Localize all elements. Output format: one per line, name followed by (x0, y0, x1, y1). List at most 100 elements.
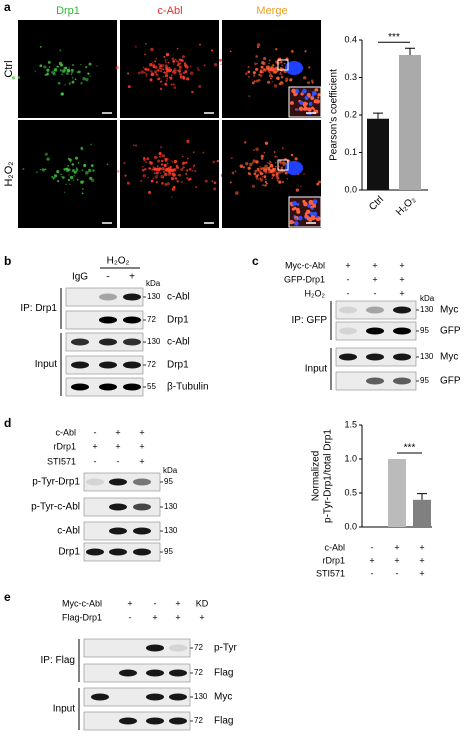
signal (229, 50, 232, 53)
signal (154, 65, 158, 69)
signal (65, 183, 67, 186)
lane-label: + (129, 272, 135, 283)
signal (172, 60, 176, 63)
signal (213, 181, 217, 185)
signal (184, 70, 188, 74)
signal (60, 173, 62, 176)
signal (239, 164, 244, 168)
y-tick-label: 0.3 (344, 72, 357, 82)
condition-label: c-Abl (324, 542, 345, 552)
signal (74, 156, 79, 160)
band (169, 644, 187, 652)
signal (67, 69, 70, 72)
band (133, 503, 151, 511)
signal (151, 61, 154, 63)
signal (260, 157, 264, 160)
condition-value: + (399, 260, 404, 270)
signal (68, 67, 70, 69)
signal (80, 63, 82, 66)
signal (253, 172, 257, 176)
size-marker: 130 (420, 305, 434, 314)
signal (185, 65, 189, 69)
signal (48, 66, 51, 68)
signal (253, 149, 255, 151)
y-tick-label: 0.0 (344, 184, 357, 194)
signal (291, 49, 294, 53)
signal (173, 185, 176, 189)
signal (304, 214, 308, 219)
signal (265, 67, 269, 71)
signal (169, 169, 173, 172)
signal (173, 86, 177, 89)
signal (247, 70, 251, 74)
signal (150, 47, 154, 52)
signal (289, 219, 294, 225)
condition-value: - (347, 288, 350, 298)
signal (294, 88, 299, 94)
signal (308, 66, 311, 69)
signal (213, 62, 218, 67)
signal (53, 68, 57, 72)
signal (67, 178, 70, 182)
signal (204, 179, 208, 183)
signal (235, 191, 239, 195)
lane-label: IgG (72, 272, 88, 283)
signal (273, 70, 276, 73)
signal (135, 144, 138, 147)
panel-letter: b (4, 254, 11, 268)
signal (270, 66, 272, 69)
signal (313, 205, 317, 208)
signal (264, 170, 268, 174)
signal (244, 72, 248, 75)
signal (294, 157, 298, 161)
size-marker: 130 (147, 292, 161, 301)
signal (254, 169, 258, 173)
band (86, 478, 104, 486)
signal (57, 81, 61, 85)
signal (154, 60, 157, 63)
signal (156, 165, 159, 167)
signal (317, 96, 320, 99)
signal (286, 80, 288, 82)
signal (275, 68, 278, 71)
signal (150, 73, 154, 77)
signal (271, 68, 275, 72)
signal (307, 107, 312, 112)
signal (162, 68, 165, 71)
condition-value: - (371, 542, 374, 552)
condition-value: + (369, 555, 374, 565)
kda-label: kDa (146, 279, 161, 288)
signal (67, 165, 69, 167)
signal (69, 175, 74, 180)
signal (313, 99, 318, 104)
y-tick-label: 1.0 (344, 453, 357, 463)
signal (175, 60, 179, 63)
signal (170, 176, 175, 181)
band (146, 693, 164, 701)
blot-label: Drp1 (167, 315, 189, 326)
signal (170, 76, 173, 79)
signal (147, 68, 150, 71)
panel-letter: e (4, 590, 11, 604)
signal (300, 92, 304, 96)
signal (181, 162, 185, 165)
signal (46, 73, 49, 76)
signal (186, 77, 190, 81)
signal (267, 80, 271, 84)
signal (257, 173, 260, 176)
signal (161, 84, 163, 86)
signal (259, 166, 261, 168)
signal (294, 221, 299, 226)
band (339, 353, 357, 361)
band (123, 383, 141, 391)
signal (72, 179, 75, 182)
signal (158, 66, 162, 70)
y-tick-label: 0.5 (344, 487, 357, 497)
signal (150, 70, 153, 73)
signal (202, 151, 205, 154)
y-axis-label: Normalized (311, 451, 322, 502)
condition-value: + (139, 427, 144, 437)
signal (70, 68, 74, 72)
signal (60, 92, 64, 96)
